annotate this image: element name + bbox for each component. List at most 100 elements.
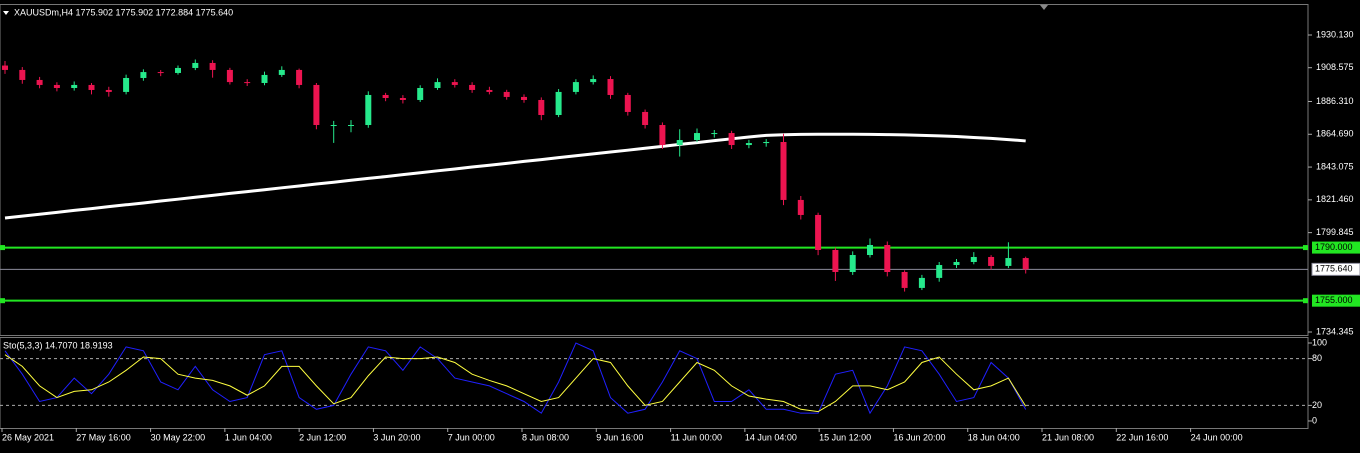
symbol-header: XAUUSDm,H4 1775.902 1775.902 1772.884 17… [14, 7, 233, 17]
x-tick-label: 16 Jun 20:00 [893, 432, 945, 442]
candle-body [659, 125, 666, 146]
candle-body [71, 84, 78, 88]
y-tick-label: 0 [1312, 415, 1317, 425]
candle-body [728, 133, 735, 146]
x-tick-label: 9 Jun 16:00 [596, 432, 643, 442]
candle-body [970, 256, 977, 262]
y-tick-label: 1886.310 [1316, 96, 1354, 106]
candle-body [296, 69, 303, 85]
oscillator-title: Sto(5,3,3) 14.7070 18.9193 [3, 340, 113, 350]
y-tick-label: 1799.845 [1316, 227, 1354, 237]
candle-body [36, 79, 43, 85]
candle-body [521, 96, 527, 100]
candle-body [399, 98, 406, 100]
candle-body [175, 67, 181, 73]
level-label: 1755.000 [1315, 295, 1353, 305]
candle-body [53, 84, 60, 88]
candle-body [105, 89, 112, 92]
candle-body [711, 133, 718, 135]
candle-body [278, 69, 285, 75]
candle-body [348, 125, 354, 127]
y-tick-label: 1734.345 [1316, 326, 1354, 336]
candle-body [382, 94, 389, 99]
candle-body [780, 141, 787, 200]
candle-body [624, 94, 631, 112]
candle-body [745, 143, 752, 146]
x-tick-label: 22 Jun 16:00 [1116, 432, 1168, 442]
x-tick-label: 15 Jun 12:00 [819, 432, 871, 442]
candle-body [503, 91, 510, 97]
candle-body [88, 84, 95, 90]
candle-body [226, 69, 233, 83]
x-tick-label: 2 Jun 12:00 [299, 432, 346, 442]
candle-body [330, 125, 337, 127]
candle-body [19, 69, 26, 80]
candle-body [123, 77, 130, 92]
candle-body [486, 89, 493, 92]
candle-body [884, 244, 891, 273]
x-tick-label: 30 May 22:00 [151, 432, 206, 442]
x-tick-label: 14 Jun 04:00 [745, 432, 797, 442]
candle-body [572, 82, 579, 92]
candle-body [365, 94, 372, 126]
candle-body [451, 82, 458, 85]
price-label-box [1311, 262, 1360, 276]
x-tick-label: 8 Jun 08:00 [522, 432, 569, 442]
collapse-icon [3, 11, 9, 15]
x-tick-label: 1 Jun 04:00 [225, 432, 272, 442]
x-tick-label: 21 Jun 08:00 [1042, 432, 1094, 442]
candle-body [192, 62, 199, 68]
scroll-marker [1040, 5, 1048, 10]
candle-body [901, 272, 908, 288]
y-tick-label: 1843.075 [1316, 161, 1354, 171]
level-handle [0, 245, 5, 251]
y-tick-label: 1930.130 [1316, 29, 1354, 39]
candle-body [261, 74, 268, 83]
y-tick-label: 1908.575 [1316, 62, 1354, 72]
candle-body [849, 255, 856, 273]
candle-body [1022, 258, 1029, 270]
candle-body [642, 111, 649, 126]
candle-body [1005, 258, 1012, 266]
candle-body [918, 277, 925, 288]
candle-body [607, 79, 614, 95]
candle-body [140, 72, 147, 78]
line-series [4, 132, 1026, 220]
level-handle [1303, 245, 1308, 251]
candle-body [988, 256, 995, 266]
x-tick-label: 11 Jun 00:00 [671, 432, 722, 442]
candle-body [815, 214, 822, 251]
level-handle [1303, 298, 1308, 304]
x-tick-label: 18 Jun 04:00 [968, 432, 1020, 442]
x-tick-label: 24 Jun 00:00 [1191, 432, 1243, 442]
candle-body [2, 65, 8, 70]
line-series [4, 342, 1027, 415]
candle-body [936, 265, 943, 278]
y-tick-label: 100 [1312, 337, 1327, 347]
level-label-box [1312, 294, 1360, 307]
oscillator-panel-frame [0, 337, 1309, 429]
x-tick-label: 26 May 2021 [2, 432, 54, 442]
candle-body [434, 82, 441, 88]
y-tick-label: 1821.460 [1316, 194, 1354, 204]
line-series [4, 354, 1027, 413]
candle-body [867, 244, 873, 256]
candle-body [157, 72, 164, 74]
candle-body [313, 84, 320, 126]
candle-body [417, 87, 424, 100]
candle-body [469, 84, 476, 90]
level-handle [0, 298, 5, 304]
candle-body [832, 250, 839, 273]
y-tick-label: 1864.690 [1316, 129, 1354, 139]
candle-body [244, 82, 251, 84]
candle-body [209, 62, 216, 70]
candle-body [555, 91, 562, 115]
y-tick-label: 80 [1312, 353, 1322, 363]
level-label-box [1312, 241, 1360, 254]
price-label: 1775.640 [1315, 264, 1353, 274]
level-label: 1790.000 [1315, 242, 1353, 252]
candle-body [538, 99, 545, 115]
